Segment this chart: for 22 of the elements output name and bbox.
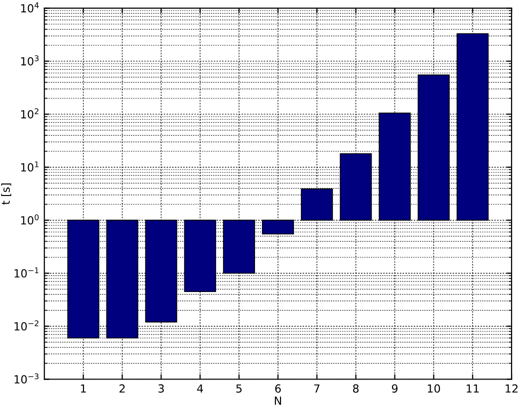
y-tick-label: 10$^{−3}$ [14, 373, 38, 384]
x-tick-label: 7 [314, 384, 320, 393]
y-tick-label: 10$^{2}$ [21, 108, 38, 119]
x-tick-label: 2 [120, 384, 125, 393]
x-axis-title: N [274, 396, 282, 405]
x-tick-label: 1 [80, 384, 86, 393]
y-tick-label: 10$^{−1}$ [14, 267, 38, 278]
x-tick-label: 8 [353, 384, 359, 393]
y-tick-label: 10$^{0}$ [21, 214, 39, 225]
x-tick-label: 3 [158, 384, 164, 393]
y-tick-label: 10$^{−2}$ [14, 320, 38, 331]
x-tick-label: 6 [275, 384, 281, 393]
x-tick-label: 4 [197, 384, 204, 393]
x-tick-label: 9 [392, 384, 398, 393]
x-tick-label: 10 [428, 384, 440, 393]
y-axis-title: t [s] [1, 184, 12, 205]
y-tick-label: 10$^{1}$ [21, 161, 38, 172]
y-tick-label: 10$^{3}$ [21, 55, 39, 66]
x-tick-label: 5 [236, 384, 242, 393]
x-tick-label: 11 [466, 384, 479, 393]
x-tick-label: 12 [506, 384, 518, 393]
y-tick-label: 10$^{4}$ [21, 2, 39, 13]
